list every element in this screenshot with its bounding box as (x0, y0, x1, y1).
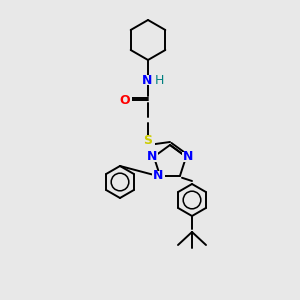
Text: N: N (147, 150, 157, 163)
Bar (141, 134, 155, 146)
Text: N: N (183, 150, 194, 163)
Bar (145, 152, 158, 162)
Text: H: H (155, 74, 164, 86)
Bar (141, 75, 153, 85)
Text: O: O (120, 94, 130, 106)
Bar (182, 152, 195, 162)
Bar (118, 95, 132, 105)
Bar (152, 171, 164, 181)
Text: N: N (142, 74, 152, 86)
Text: N: N (153, 169, 163, 182)
Text: S: S (143, 134, 152, 146)
